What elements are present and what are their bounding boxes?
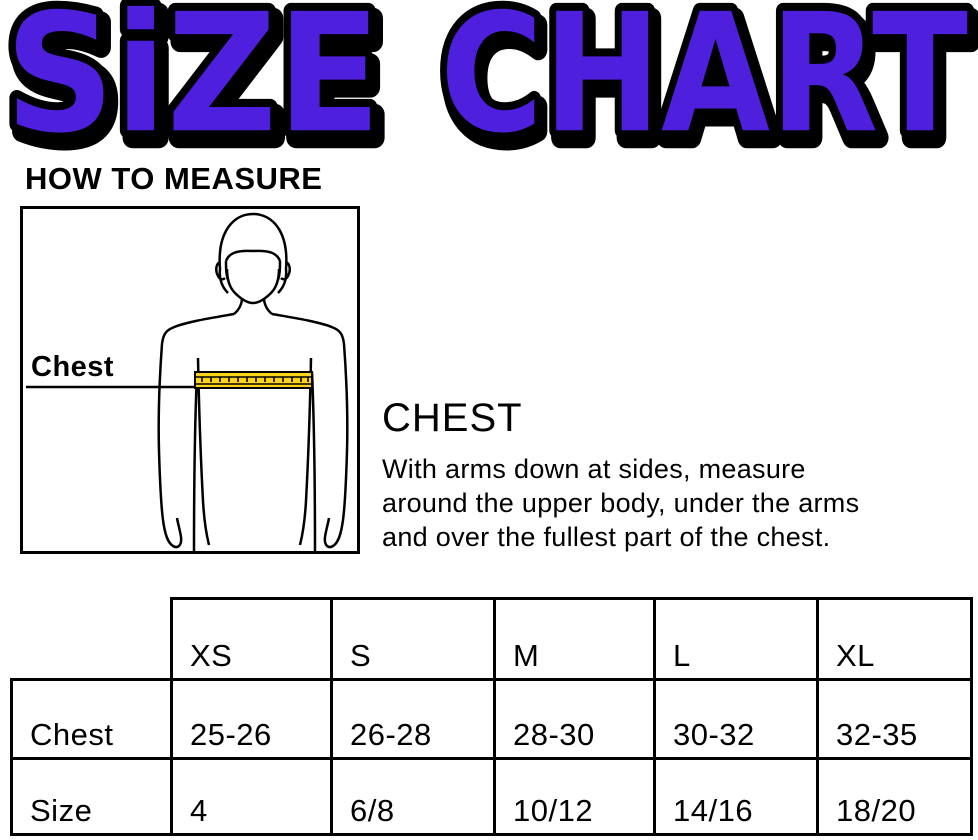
col-header-label: M (513, 638, 540, 673)
chest-heading: CHEST (382, 396, 523, 440)
table-value: 30-32 (673, 717, 755, 752)
table-value: 26-28 (350, 717, 432, 752)
title-word-shadow: CHART (444, 0, 972, 156)
chest-value-xl: 32-35 (816, 678, 973, 757)
size-value-s: 6/8 (330, 757, 493, 836)
size-value-m: 10/12 (493, 757, 653, 836)
chest-value-m: 28-30 (493, 678, 653, 757)
title-word: CHART (440, 0, 968, 156)
table-value: 28-30 (513, 717, 595, 752)
chest-instructions: CHEST With arms down at sides, measure a… (382, 398, 962, 554)
row-header-label: Chest (30, 717, 114, 752)
table-value: 6/8 (350, 793, 395, 828)
size-value-xs: 4 (170, 757, 330, 836)
figure-chest-label: Chest (31, 351, 115, 383)
col-header-label: XL (836, 638, 875, 673)
row-header-size: Size (10, 757, 170, 836)
title-word: SiZE (5, 0, 381, 156)
chest-description-line: around the upper body, under the arms (382, 488, 860, 518)
col-header-l: L (653, 597, 816, 678)
col-header-xs: XS (170, 597, 330, 678)
table-value: 14/16 (673, 793, 754, 828)
figure-face (225, 268, 281, 305)
title-bubble-text: SiZE CHART SiZE CHART (0, 0, 978, 156)
page-title: SiZE CHART SiZE CHART (0, 0, 978, 156)
table-corner-cell (10, 597, 170, 678)
figure-neck (233, 297, 273, 315)
row-header-chest: Chest (10, 678, 170, 757)
table-value: 10/12 (513, 793, 594, 828)
table-value: 18/20 (836, 793, 917, 828)
chest-description-line: and over the fullest part of the chest. (382, 522, 831, 552)
col-header-label: L (673, 638, 691, 673)
chest-value-xs: 25-26 (170, 678, 330, 757)
size-value-xl: 18/20 (816, 757, 973, 836)
chest-value-l: 30-32 (653, 678, 816, 757)
table-value: 4 (190, 793, 208, 828)
figure-right-inner-arm (298, 357, 313, 546)
figure-hairline (224, 249, 282, 281)
chest-description-line: With arms down at sides, measure (382, 454, 806, 484)
row-header-label: Size (30, 793, 93, 828)
figure-torso (192, 371, 317, 551)
col-header-label: XS (190, 638, 233, 673)
size-value-l: 14/16 (653, 757, 816, 836)
figure-left-inner-arm (196, 357, 211, 546)
measuring-tape-ticks (201, 377, 309, 382)
measurement-figure-box: Chest (20, 206, 360, 554)
figure-right-ear (280, 260, 291, 281)
size-table: XS S M L XL Chest 25-26 26-28 28-30 30-3… (10, 597, 973, 836)
how-to-measure-heading: HOW TO MEASURE (25, 161, 323, 196)
table-value: 32-35 (836, 717, 918, 752)
chest-value-s: 26-28 (330, 678, 493, 757)
col-header-xl: XL (816, 597, 973, 678)
measuring-tape (194, 371, 313, 389)
col-header-m: M (493, 597, 653, 678)
col-header-s: S (330, 597, 493, 678)
figure-hair (218, 212, 288, 294)
title-word-shadow: SiZE (10, 0, 386, 156)
col-header-label: S (350, 638, 372, 673)
torso-diagram (26, 212, 349, 551)
figure-right-arm (271, 312, 349, 549)
table-value: 25-26 (190, 717, 272, 752)
figure-left-ear (215, 260, 226, 281)
figure-left-arm (157, 312, 235, 549)
